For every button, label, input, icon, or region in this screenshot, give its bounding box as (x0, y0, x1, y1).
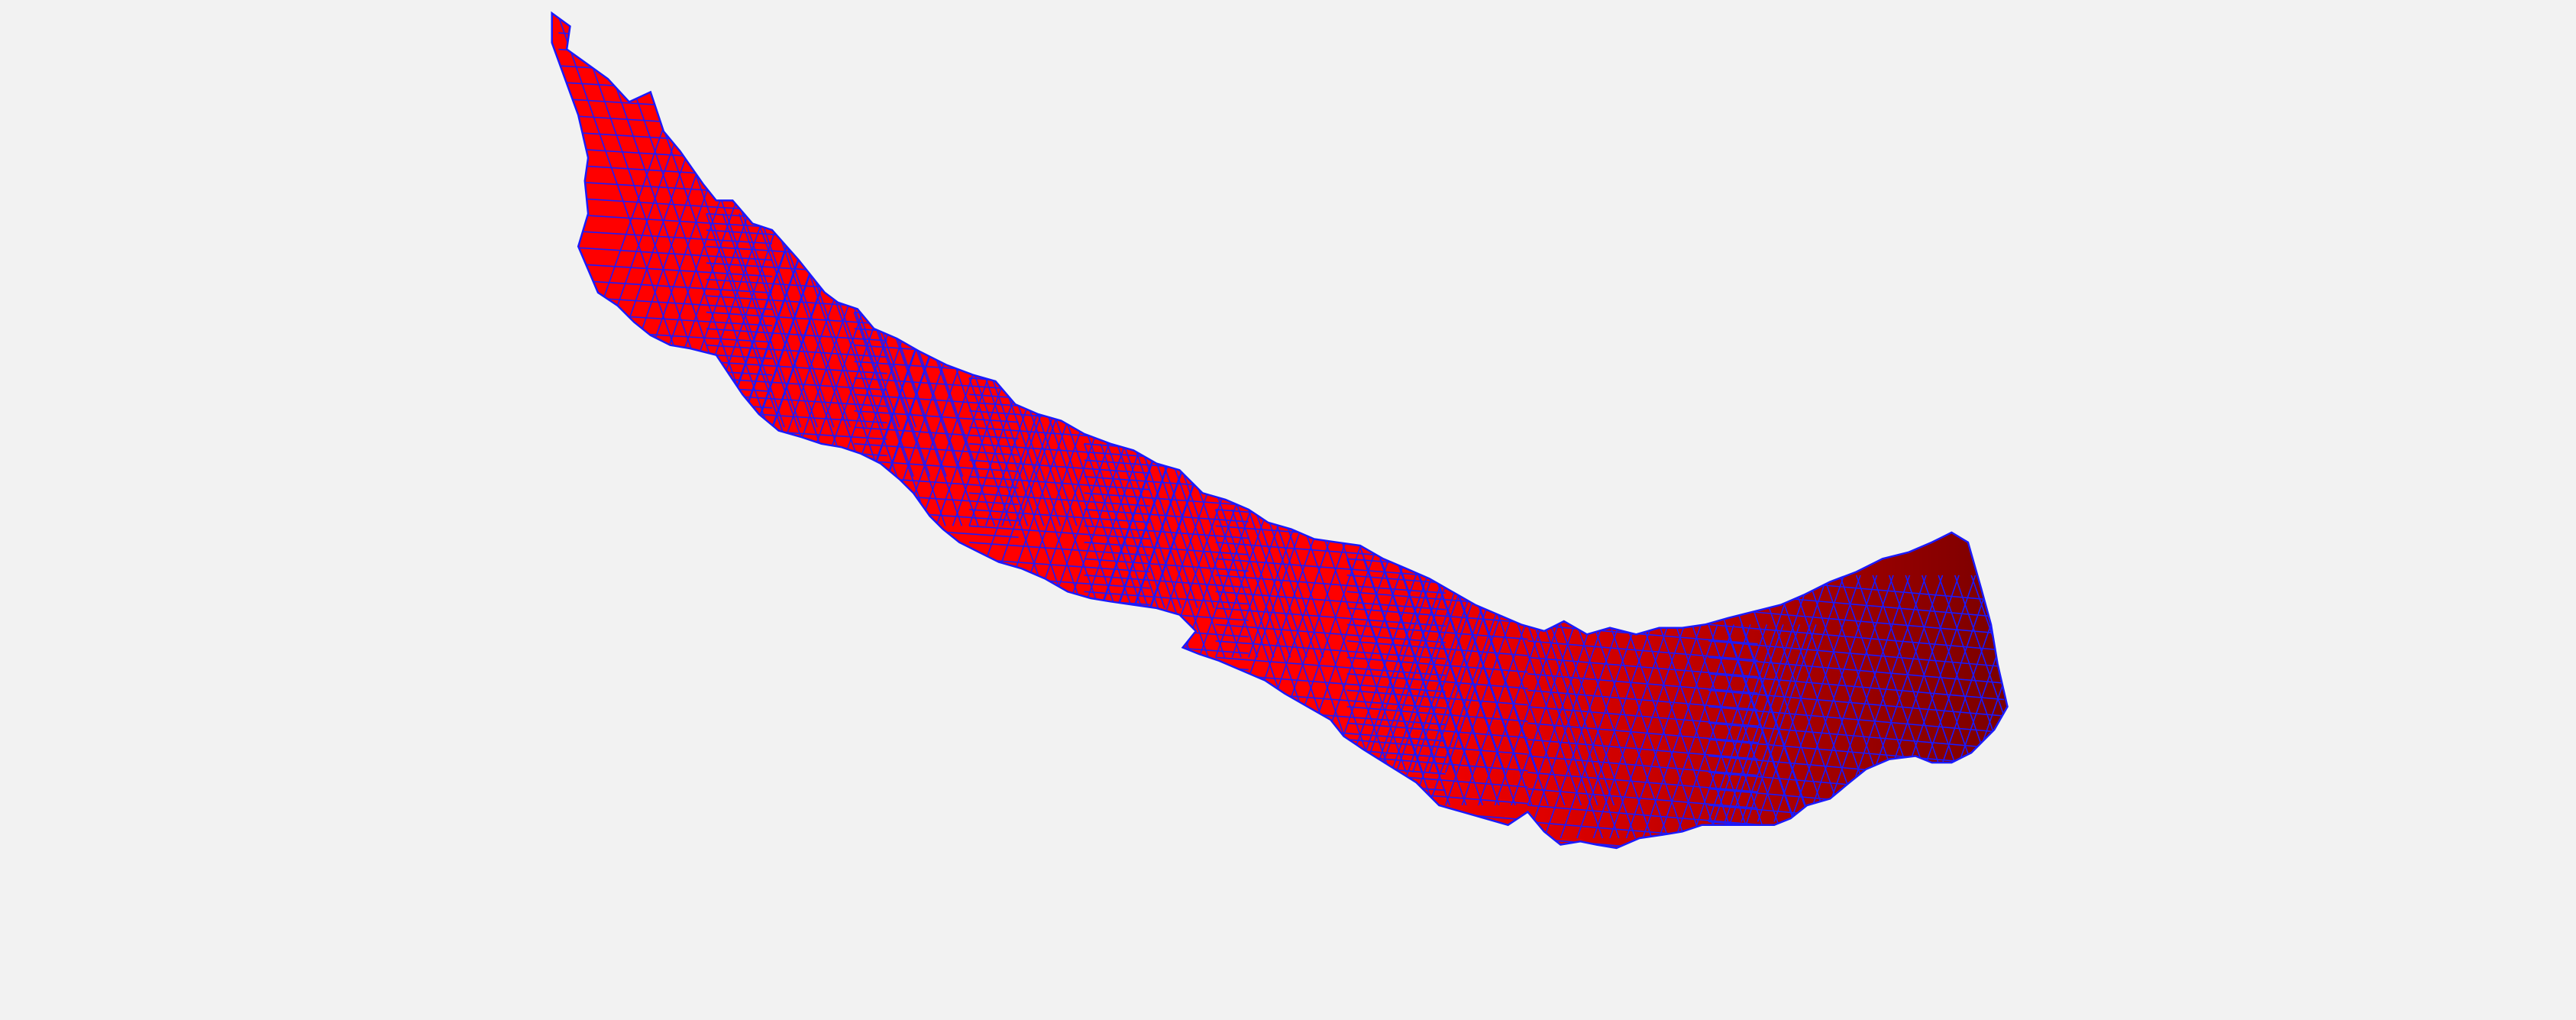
mesh-outline (551, 11, 2009, 850)
wireframe-patch (1527, 623, 1817, 848)
mesh-surface (551, 13, 2008, 848)
